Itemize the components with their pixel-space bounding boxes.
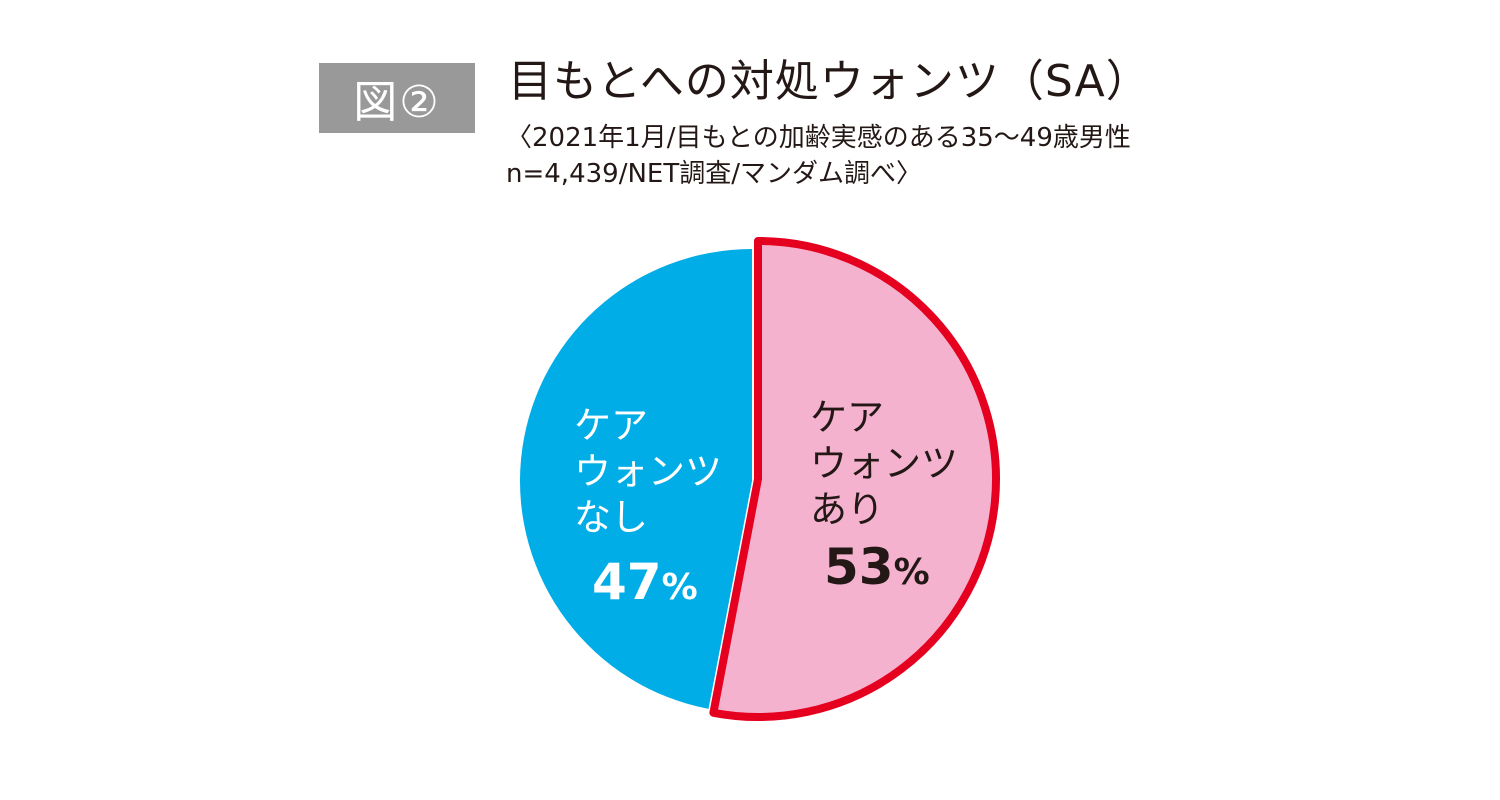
slice-label-nashi: ケア ウォンツ なし	[574, 403, 722, 541]
subtitle-line-1: 〈2021年1月/目もとの加齢実感のある35〜49歳男性	[506, 123, 1131, 153]
slice-value-nashi-unit: %	[661, 567, 698, 608]
slice-value-nashi-number: 47	[592, 553, 662, 611]
subtitle-line-2: n=4,439/NET調査/マンダム調べ〉	[506, 159, 922, 189]
slice-label-ari: ケア ウォンツ あり	[810, 395, 958, 533]
slice-label-ari-line-1: ケア	[810, 396, 884, 439]
slice-label-nashi-line-2: ウォンツ	[574, 450, 722, 493]
slice-label-ari-line-2: ウォンツ	[810, 442, 958, 485]
pie-slice-ari	[709, 237, 1000, 721]
slice-value-nashi: 47%	[592, 557, 698, 607]
slice-value-ari: 53%	[824, 542, 930, 592]
slice-value-ari-unit: %	[893, 552, 930, 593]
slice-label-ari-line-3: あり	[810, 488, 884, 531]
chart-title: 目もとへの対処ウォンツ（SA）	[508, 56, 1151, 107]
chart-subtitle: 〈2021年1月/目もとの加齢実感のある35〜49歳男性 n=4,439/NET…	[506, 120, 1131, 192]
pie-slice-nashi	[520, 248, 752, 709]
slice-label-nashi-line-1: ケア	[574, 404, 648, 447]
slice-value-ari-number: 53	[824, 538, 894, 596]
figure-badge: 図②	[319, 63, 475, 133]
slice-label-nashi-line-3: なし	[574, 496, 648, 539]
